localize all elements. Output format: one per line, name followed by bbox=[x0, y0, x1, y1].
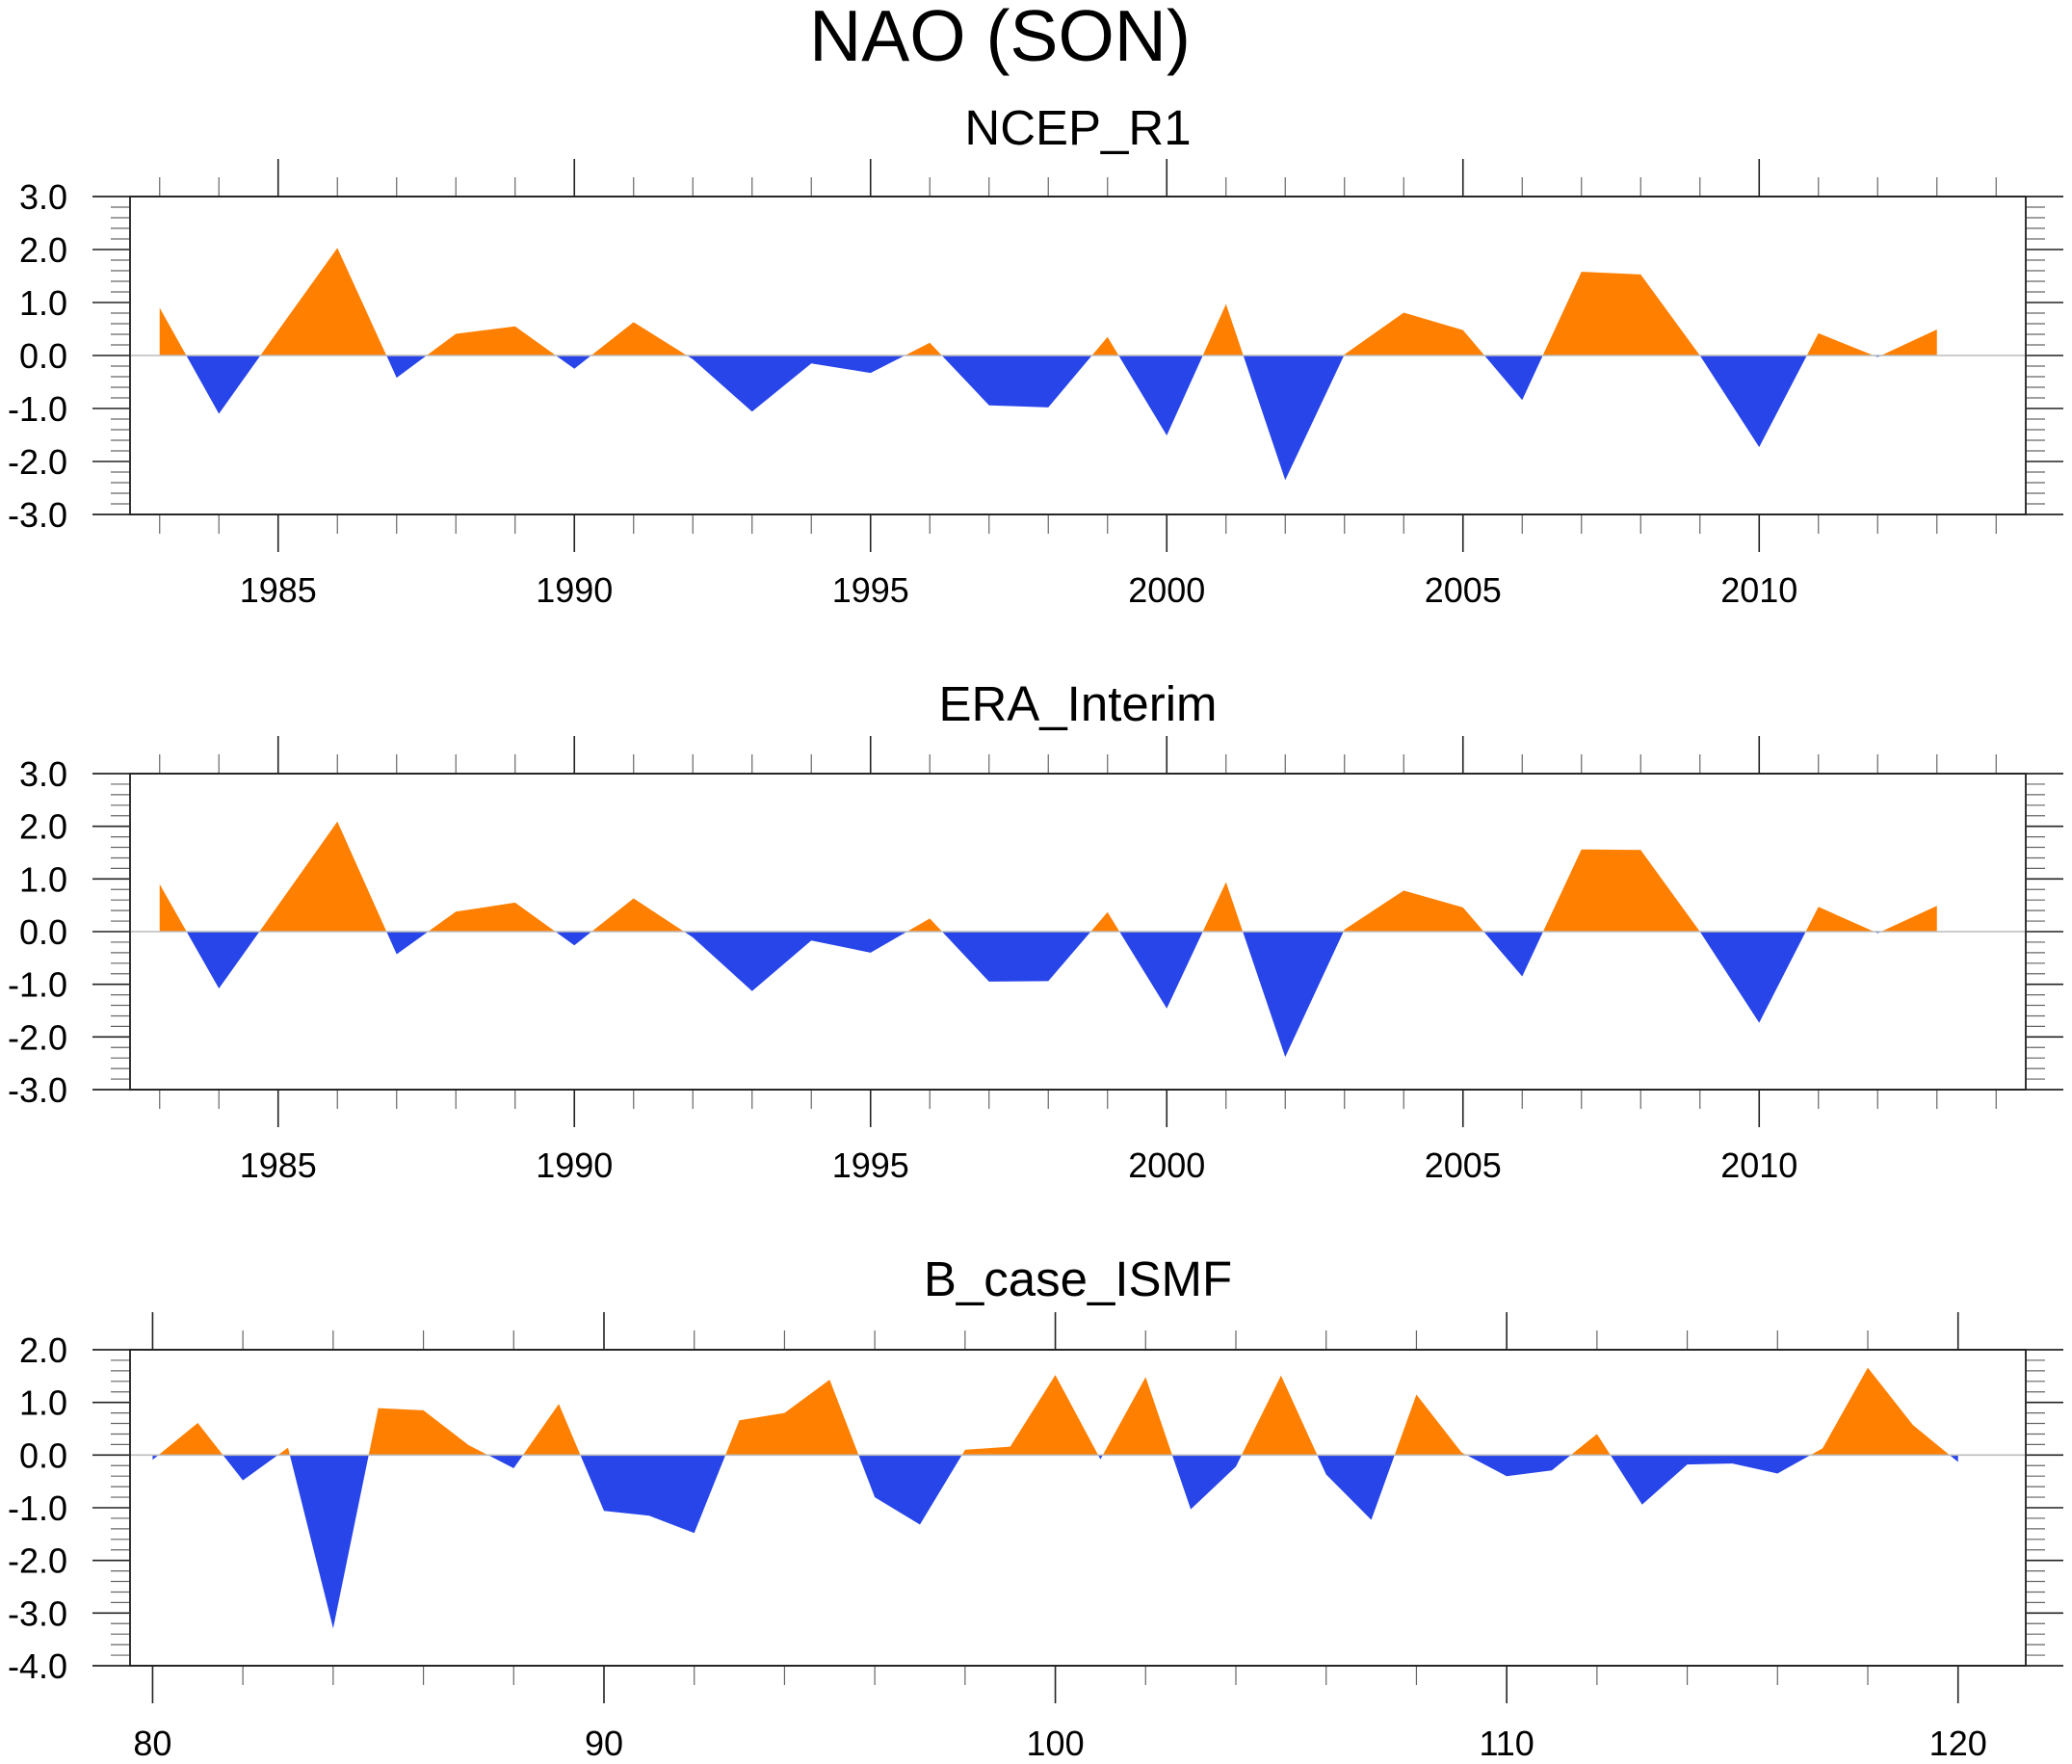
panel-title: ERA_Interim bbox=[938, 676, 1217, 731]
positive-area bbox=[159, 821, 1937, 932]
x-tick-label: 90 bbox=[585, 1724, 623, 1763]
panel-title: NCEP_R1 bbox=[964, 100, 1191, 155]
y-tick-label: -3.0 bbox=[8, 1593, 67, 1633]
y-tick-label: -3.0 bbox=[8, 1070, 67, 1110]
x-tick-label: 2000 bbox=[1128, 570, 1205, 610]
x-tick-label: 120 bbox=[1929, 1724, 1987, 1763]
x-tick-label: 2005 bbox=[1425, 1145, 1502, 1185]
y-tick-label: 1.0 bbox=[19, 859, 67, 899]
y-tick-label: -3.0 bbox=[8, 495, 67, 535]
y-tick-label: -1.0 bbox=[8, 1488, 67, 1528]
negative-area bbox=[159, 932, 1937, 1058]
y-tick-label: -2.0 bbox=[8, 1541, 67, 1581]
x-tick-label: 110 bbox=[1479, 1724, 1534, 1763]
x-tick-label: 100 bbox=[1027, 1724, 1085, 1763]
panel-era-interim: ERA_Interim 3.0 2.0 1.0 0.0 -1.0 -2.0 -3.0 1985… bbox=[8, 676, 2063, 1185]
y-tick-label: 1.0 bbox=[19, 1383, 67, 1423]
y-tick-label: 3.0 bbox=[19, 177, 67, 217]
x-tick-label: 80 bbox=[133, 1724, 171, 1763]
y-tick-label: 0.0 bbox=[19, 336, 67, 376]
x-tick-label: 1995 bbox=[832, 1145, 909, 1185]
panel-b-case-ismf: B_case_ISMF 2.0 1.0 0.0 -1.0 -2.0 -3.0 -4.0 80 9… bbox=[8, 1251, 2063, 1763]
positive-area bbox=[159, 248, 1937, 355]
y-tick-label: 0.0 bbox=[19, 1435, 67, 1475]
y-tick-label: 2.0 bbox=[19, 1330, 67, 1370]
y-tick-label: -1.0 bbox=[8, 389, 67, 429]
x-tick-label: 1985 bbox=[240, 570, 317, 610]
x-tick-label: 1990 bbox=[536, 1145, 613, 1185]
negative-area bbox=[152, 1455, 1958, 1629]
x-tick-label: 1990 bbox=[536, 570, 613, 610]
x-tick-label: 1985 bbox=[240, 1145, 317, 1185]
y-tick-label: 1.0 bbox=[19, 283, 67, 323]
x-tick-label: 2010 bbox=[1720, 570, 1797, 610]
x-tick-label: 2005 bbox=[1425, 570, 1502, 610]
negative-area bbox=[159, 355, 1937, 481]
plot-frame bbox=[129, 1349, 2027, 1667]
figure-title: NAO (SON) bbox=[809, 0, 1191, 76]
x-tick-label: 2010 bbox=[1720, 1145, 1797, 1185]
x-tick-label: 1995 bbox=[832, 570, 909, 610]
y-tick-label: -4.0 bbox=[8, 1646, 67, 1686]
y-tick-label: 2.0 bbox=[19, 807, 67, 847]
y-tick-label: 0.0 bbox=[19, 912, 67, 952]
y-tick-label: 2.0 bbox=[19, 230, 67, 270]
x-tick-label: 2000 bbox=[1128, 1145, 1205, 1185]
y-tick-label: -2.0 bbox=[8, 442, 67, 482]
y-tick-label: -1.0 bbox=[8, 965, 67, 1005]
panel-ncep-r1: NCEP_R1 3.0 2.0 1.0 0.0 -1.0 -2.0 -3.0 1985 1990… bbox=[8, 100, 2063, 610]
panel-title: B_case_ISMF bbox=[924, 1251, 1232, 1306]
positive-area bbox=[152, 1367, 1958, 1456]
y-tick-label: -2.0 bbox=[8, 1017, 67, 1057]
y-tick-label: 3.0 bbox=[19, 754, 67, 794]
